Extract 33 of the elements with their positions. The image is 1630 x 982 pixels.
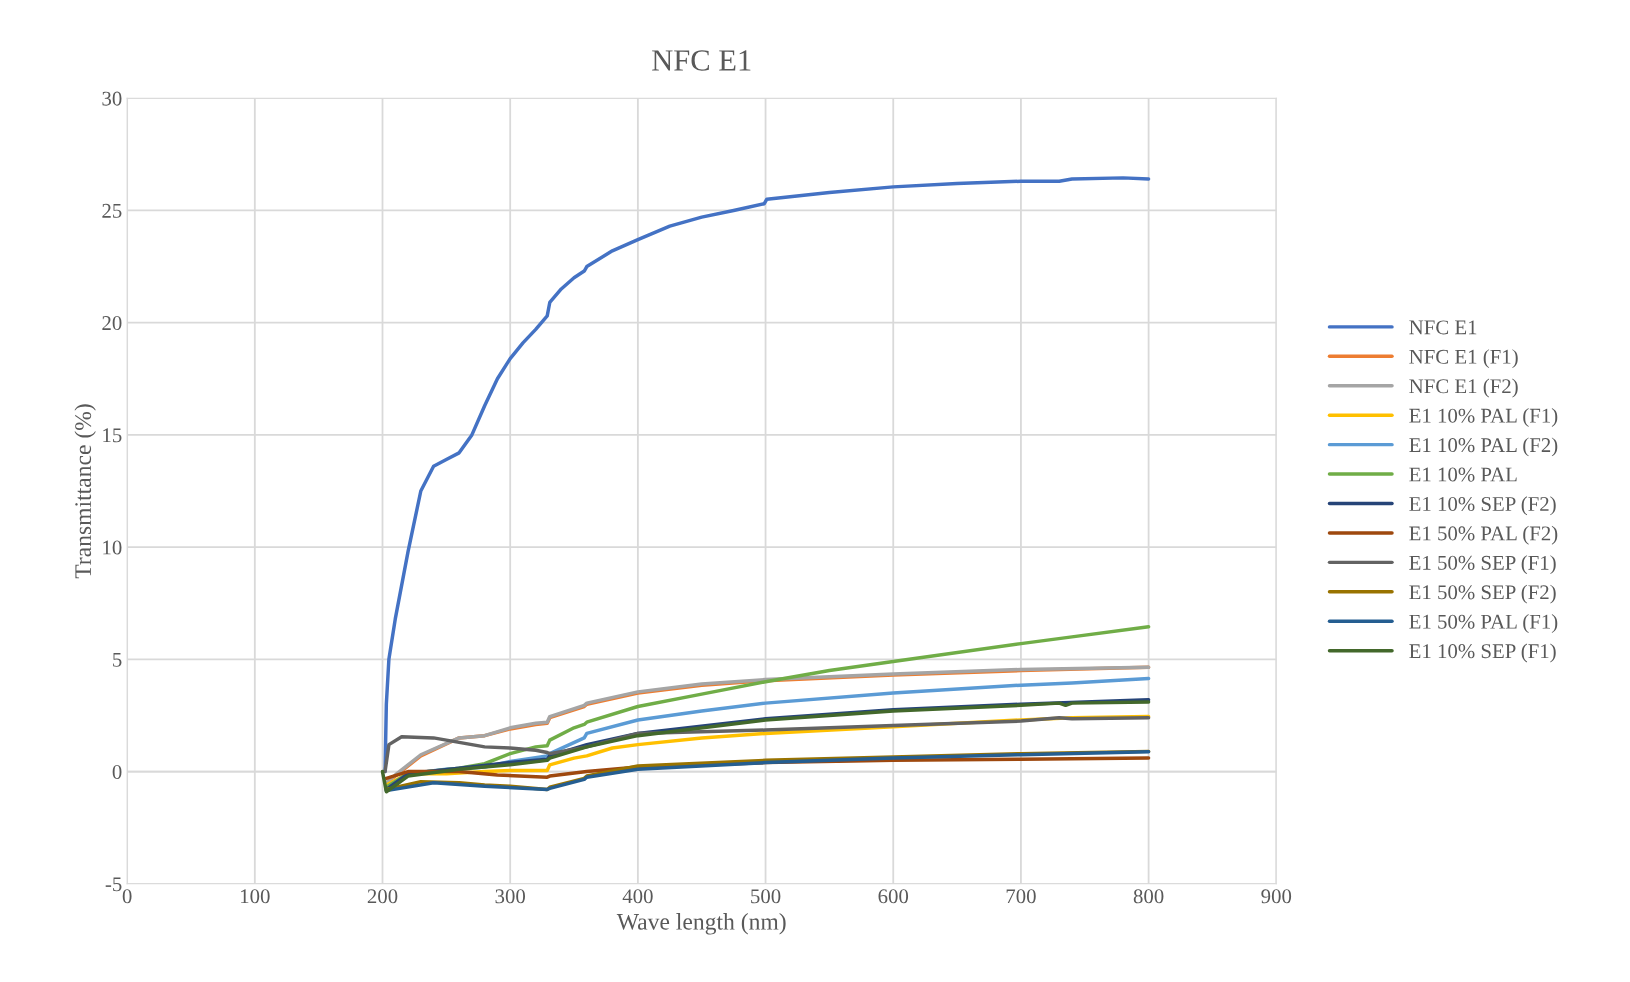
y-tick-label: 25: [102, 203, 122, 218]
x-tick-label: 300: [495, 889, 526, 904]
legend-label: E1 50% PAL (F2): [1409, 525, 1558, 545]
x-tick-label: 600: [878, 889, 909, 904]
x-axis-title: Wave length (nm): [616, 913, 786, 935]
chart-title: NFC E1: [652, 50, 751, 71]
x-tick-label: 400: [622, 889, 653, 904]
y-tick-label: 10: [103, 540, 122, 555]
x-tick-label: 0: [122, 889, 132, 904]
legend-label: E1 10% PAL (F2): [1409, 437, 1558, 457]
x-tick-label: 900: [1261, 889, 1292, 904]
x-tick-label: 500: [751, 889, 781, 904]
y-tick-label: 5: [113, 652, 122, 667]
y-tick-label: -5: [105, 877, 122, 892]
x-tick-label: 100: [241, 889, 270, 904]
legend-label: NFC E1 (F1): [1409, 349, 1518, 369]
y-tick-label: 15: [103, 428, 122, 443]
legend-label: NFC E1: [1409, 320, 1477, 335]
y-tick-label: 30: [102, 91, 122, 106]
legend-label: E1 50% SEP (F1): [1409, 555, 1556, 575]
legend-label: E1 10% SEP (F1): [1409, 643, 1556, 663]
y-axis-title: Transmittance (%): [74, 404, 96, 579]
legend-label: E1 10% SEP (F2): [1409, 496, 1556, 516]
legend-label: E1 10% PAL (F1): [1409, 408, 1558, 427]
legend-label: NFC E1 (F2): [1409, 378, 1518, 398]
legend-label: E1 10% PAL: [1409, 467, 1517, 482]
legend-label: E1 50% SEP (F2): [1409, 584, 1556, 604]
x-tick-label: 800: [1133, 889, 1164, 904]
legend-label: E1 50% PAL (F1): [1409, 614, 1558, 633]
x-tick-label: 200: [367, 889, 398, 904]
y-tick-label: 0: [112, 764, 122, 779]
x-tick-label: 700: [1006, 889, 1036, 904]
y-tick-label: 20: [102, 316, 122, 331]
